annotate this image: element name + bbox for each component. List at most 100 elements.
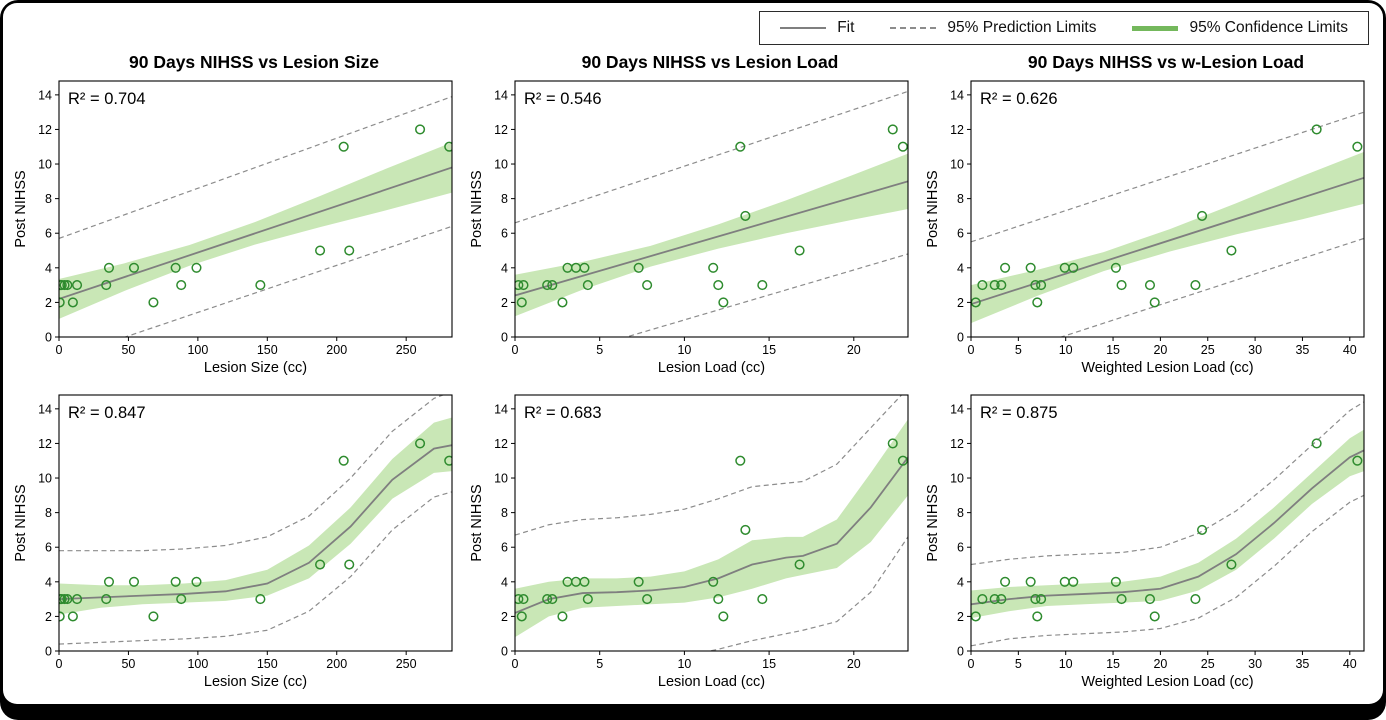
svg-text:15: 15: [762, 657, 776, 671]
svg-text:0: 0: [957, 645, 964, 659]
svg-text:2: 2: [501, 296, 508, 310]
svg-text:6: 6: [501, 227, 508, 241]
prediction-line-sample-icon: [890, 27, 937, 29]
svg-text:Post NIHSS: Post NIHSS: [469, 484, 485, 561]
svg-text:Post NIHSS: Post NIHSS: [925, 170, 941, 247]
svg-text:250: 250: [395, 657, 416, 671]
svg-text:30: 30: [1248, 343, 1262, 357]
svg-text:0: 0: [501, 645, 508, 659]
svg-text:12: 12: [494, 123, 508, 137]
legend-label-fit: Fit: [837, 19, 855, 36]
chart-title: 90 Days NIHSS vs w-Lesion Load: [1027, 52, 1305, 72]
svg-text:0: 0: [45, 331, 52, 345]
svg-text:12: 12: [950, 437, 964, 451]
svg-text:6: 6: [45, 227, 52, 241]
svg-text:50: 50: [121, 343, 135, 357]
svg-text:4: 4: [45, 575, 52, 589]
subplot-nihss-vs-weighted-lesion-load-nonlinear: 0 5 10 15 20 25 30 35 40 0 2 4 6 8 10 12 14 Weighted Lesi…: [923, 387, 1373, 693]
chart-title: 90 Days NIHSS vs Lesion Load: [581, 52, 839, 72]
subplot-nihss-vs-lesion-size-linear: 90 Days NIHSS vs Lesion Size 0 50 100 150 20…: [11, 51, 461, 379]
svg-text:10: 10: [38, 472, 52, 486]
svg-text:Weighted Lesion Load (cc): Weighted Lesion Load (cc): [1081, 674, 1253, 690]
svg-text:0: 0: [967, 343, 974, 357]
svg-text:15: 15: [1106, 657, 1120, 671]
svg-text:Post NIHSS: Post NIHSS: [925, 484, 941, 561]
svg-text:100: 100: [187, 343, 208, 357]
svg-text:5: 5: [596, 343, 603, 357]
svg-text:14: 14: [950, 88, 964, 102]
svg-text:25: 25: [1200, 657, 1214, 671]
svg-text:R² = 0.546: R² = 0.546: [524, 90, 602, 108]
svg-text:6: 6: [957, 541, 964, 555]
svg-text:6: 6: [957, 227, 964, 241]
svg-text:0: 0: [45, 645, 52, 659]
svg-text:35: 35: [1295, 343, 1309, 357]
svg-text:2: 2: [45, 610, 52, 624]
svg-text:4: 4: [45, 261, 52, 275]
subplot-nihss-vs-lesion-load-nonlinear: 0 5 10 15 20 0 2 4 6 8 10 12 14 Lesion Load (cc) Post …: [467, 387, 917, 693]
fit-line-sample-icon: [780, 27, 827, 29]
legend-item-fit: Fit: [780, 19, 854, 37]
svg-text:Post NIHSS: Post NIHSS: [13, 484, 29, 561]
svg-text:4: 4: [957, 261, 964, 275]
chart-canvas: 0 5 10 15 20 0 2 4 6 8 10 12 14 Lesion Load (cc) Post …: [469, 80, 909, 376]
svg-text:0: 0: [511, 657, 518, 671]
svg-text:8: 8: [501, 192, 508, 206]
svg-text:100: 100: [187, 657, 208, 671]
svg-text:5: 5: [1014, 343, 1021, 357]
svg-text:40: 40: [1342, 343, 1356, 357]
svg-text:12: 12: [950, 123, 964, 137]
svg-text:4: 4: [957, 575, 964, 589]
svg-text:200: 200: [326, 657, 347, 671]
svg-text:12: 12: [494, 437, 508, 451]
svg-text:25: 25: [1200, 343, 1214, 357]
svg-text:8: 8: [501, 506, 508, 520]
svg-text:0: 0: [511, 343, 518, 357]
svg-text:20: 20: [846, 343, 860, 357]
chart-canvas: 0 50 100 150 200 250 0 2 4 6 8 10 12 14 Lesion Size (c…: [13, 80, 453, 376]
svg-text:8: 8: [957, 192, 964, 206]
svg-text:Post NIHSS: Post NIHSS: [13, 170, 29, 247]
svg-text:15: 15: [1106, 343, 1120, 357]
svg-text:40: 40: [1342, 657, 1356, 671]
legend-item-confidence-limits: 95% Confidence Limits: [1132, 19, 1348, 37]
svg-text:14: 14: [38, 88, 52, 102]
svg-text:10: 10: [677, 343, 691, 357]
legend-label-prediction-limits: 95% Prediction Limits: [947, 19, 1097, 36]
svg-text:14: 14: [38, 402, 52, 416]
subplot-nihss-vs-lesion-size-nonlinear: 0 50 100 150 200 250 0 2 4 6 8 10 12 14 Lesion Size (c…: [11, 387, 461, 693]
svg-text:14: 14: [494, 88, 508, 102]
svg-text:50: 50: [121, 657, 135, 671]
chart-canvas: 0 5 10 15 20 25 30 35 40 0 2 4 6 8 10 12 14 Weighted Lesi…: [925, 80, 1365, 376]
svg-text:Lesion Size (cc): Lesion Size (cc): [203, 360, 306, 376]
chart-canvas: 0 5 10 15 20 25 30 35 40 0 2 4 6 8 10 12 14 Weighted Lesi…: [925, 394, 1365, 690]
svg-text:20: 20: [1153, 657, 1167, 671]
svg-text:150: 150: [256, 343, 277, 357]
svg-text:R² = 0.847: R² = 0.847: [68, 404, 146, 422]
svg-text:6: 6: [45, 541, 52, 555]
svg-text:Weighted Lesion Load (cc): Weighted Lesion Load (cc): [1081, 360, 1253, 376]
svg-text:150: 150: [256, 657, 277, 671]
svg-text:2: 2: [957, 610, 964, 624]
svg-text:0: 0: [501, 331, 508, 345]
svg-text:10: 10: [1058, 343, 1072, 357]
svg-text:4: 4: [501, 575, 508, 589]
svg-text:200: 200: [326, 343, 347, 357]
svg-text:4: 4: [501, 261, 508, 275]
svg-text:0: 0: [55, 657, 62, 671]
svg-text:R² = 0.683: R² = 0.683: [524, 404, 602, 422]
svg-text:2: 2: [957, 296, 964, 310]
subplot-nihss-vs-lesion-load-linear: 90 Days NIHSS vs Lesion Load 0 5 10 15 20 0 2 4…: [467, 51, 917, 379]
svg-text:8: 8: [45, 192, 52, 206]
svg-text:R² = 0.704: R² = 0.704: [68, 90, 146, 108]
svg-text:35: 35: [1295, 657, 1309, 671]
svg-text:8: 8: [957, 506, 964, 520]
svg-text:Lesion Load (cc): Lesion Load (cc): [657, 674, 764, 690]
svg-text:10: 10: [38, 158, 52, 172]
svg-text:8: 8: [45, 506, 52, 520]
svg-text:Lesion Size (cc): Lesion Size (cc): [203, 674, 306, 690]
chart-canvas: 0 5 10 15 20 0 2 4 6 8 10 12 14 Lesion Load (cc) Post …: [469, 394, 909, 690]
subplot-grid: 90 Days NIHSS vs Lesion Size 0 50 100 150 20…: [11, 51, 1373, 693]
svg-text:0: 0: [55, 343, 62, 357]
chart-title: 90 Days NIHSS vs Lesion Size: [129, 52, 379, 72]
